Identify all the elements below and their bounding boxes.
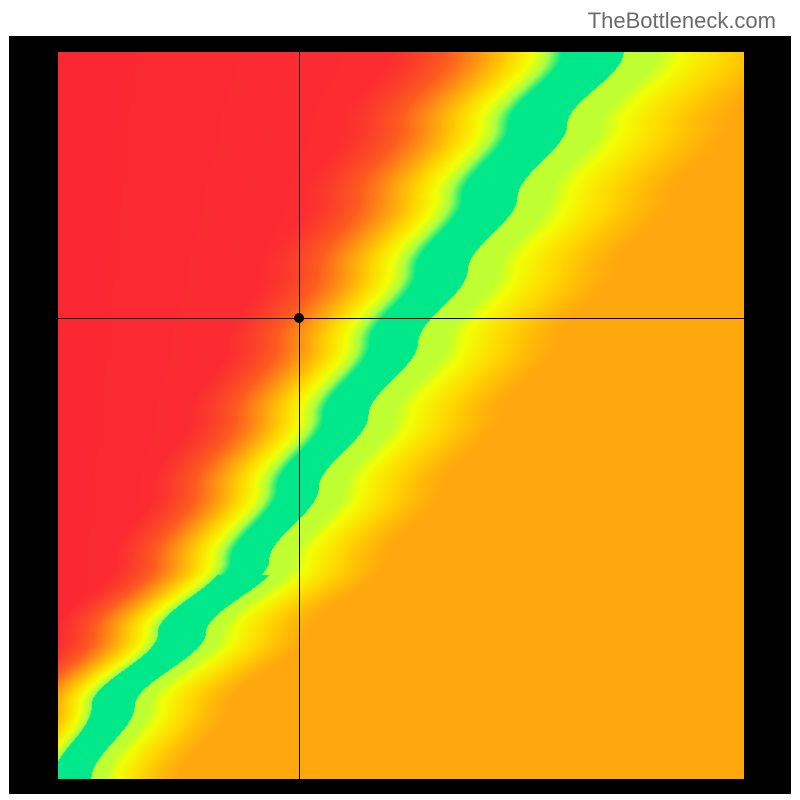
chart-container: TheBottleneck.com: [0, 0, 800, 800]
selection-marker-dot: [294, 313, 304, 323]
crosshair-horizontal-line: [58, 318, 744, 319]
heatmap-canvas: [58, 52, 744, 779]
crosshair-vertical-line: [299, 52, 300, 779]
heatmap-plot-area: [58, 52, 744, 779]
watermark-text: TheBottleneck.com: [588, 8, 776, 34]
